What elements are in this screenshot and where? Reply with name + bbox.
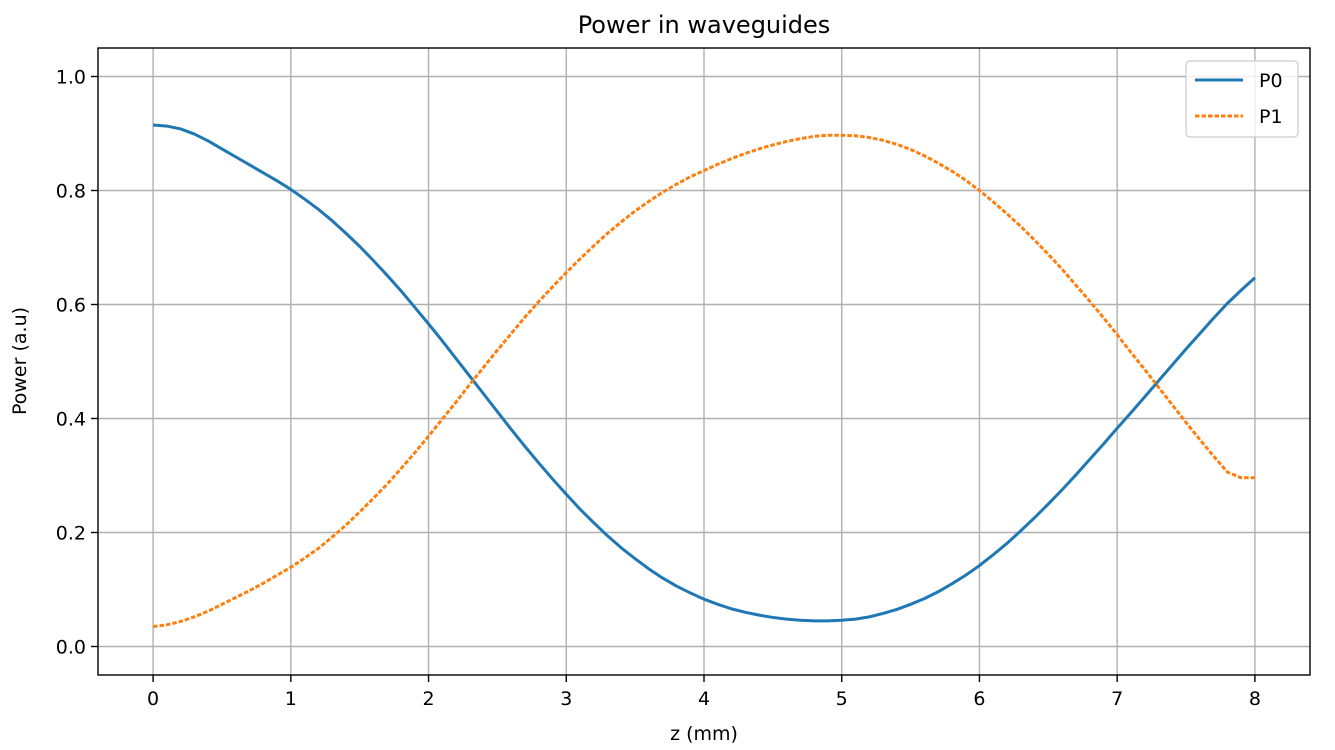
x-tick-label: 7	[1111, 688, 1123, 710]
y-tick-label: 0.6	[56, 295, 86, 317]
x-tick-label: 6	[973, 688, 985, 710]
legend: P0 P1	[1185, 60, 1299, 138]
grid	[98, 48, 1310, 675]
x-tick-label: 1	[285, 688, 297, 710]
legend-label-p0: P0	[1259, 70, 1283, 92]
x-tick-label: 2	[422, 688, 434, 710]
x-tick-label: 3	[560, 688, 572, 710]
x-axis-label: z (mm)	[670, 723, 738, 745]
y-tick-label: 0.8	[56, 181, 86, 203]
chart-title: Power in waveguides	[578, 11, 831, 39]
series-lines	[152, 123, 1256, 629]
x-tick-label: 0	[147, 688, 159, 710]
x-tick-label: 8	[1249, 688, 1261, 710]
y-tick-label: 0.2	[56, 523, 86, 545]
y-tick-label: 0.4	[56, 409, 86, 431]
legend-label-p1: P1	[1259, 106, 1283, 128]
x-tick-label: 4	[698, 688, 710, 710]
y-tick-label: 1.0	[56, 67, 86, 89]
series-line-p1	[152, 133, 1255, 629]
x-tick-label: 5	[836, 688, 848, 710]
y-axis-label: Power (a.u)	[9, 307, 31, 415]
series-line-p0	[152, 123, 1256, 623]
axis-ticks: 0 1 2 3 4 5 6 7 8 0.0 0.2 0.4 0.6 0.8 1.0	[56, 67, 1261, 711]
y-tick-label: 0.0	[56, 637, 86, 659]
